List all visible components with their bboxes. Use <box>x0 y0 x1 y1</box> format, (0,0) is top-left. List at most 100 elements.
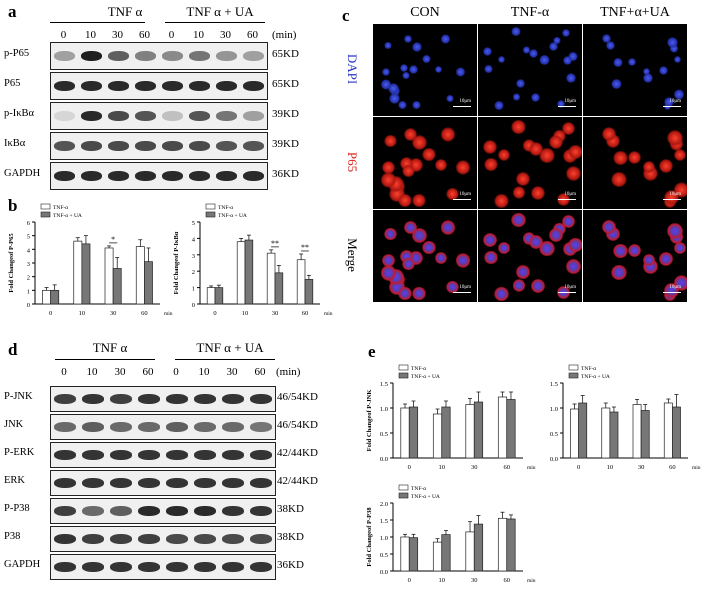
x-tick-label: 60 <box>504 577 511 584</box>
time-label: 60 <box>247 29 258 41</box>
y-tick-label: 2 <box>192 269 195 276</box>
blot-band <box>250 394 272 404</box>
scale-bar <box>663 199 681 200</box>
blot-band <box>138 534 160 544</box>
blot-band <box>54 141 75 151</box>
x-tick-label: 30 <box>110 310 117 317</box>
bar <box>672 406 681 459</box>
cell-marker <box>611 79 622 90</box>
x-unit-label: min <box>324 311 333 317</box>
cell-marker <box>516 265 530 279</box>
blot-band <box>54 506 76 516</box>
blot-band <box>138 394 160 404</box>
x-tick-label: 60 <box>302 310 309 317</box>
blot-row-label: P-P38 <box>4 503 30 514</box>
x-unit-label: min <box>164 311 173 317</box>
cell-marker <box>380 171 397 188</box>
blot-band <box>82 422 104 432</box>
cell-marker <box>384 135 397 148</box>
bar-chart: 0.0 0.5 1.0 1.5 2.0 Fold Changeof P-P38 0 10 30 6… <box>366 484 536 584</box>
x-tick-label: 10 <box>607 464 614 471</box>
blot-row-label: P-JNK <box>4 391 33 402</box>
cell-marker <box>566 73 576 83</box>
cell-marker <box>412 228 427 243</box>
bar <box>432 413 443 459</box>
cell-marker <box>446 187 459 201</box>
blot-row-label: JNK <box>4 419 24 430</box>
scale-bar-label: 10μm <box>459 99 471 104</box>
panel-c-row-label-text: DAPI <box>345 53 360 85</box>
cell-marker <box>530 279 546 294</box>
cell-marker <box>494 194 509 209</box>
cell-marker <box>434 251 448 265</box>
x-tick-label: 10 <box>439 464 446 471</box>
cell-marker <box>402 165 415 178</box>
legend-swatch <box>398 484 409 491</box>
fluorescence-image: 10μm <box>373 210 477 302</box>
time-label: 10 <box>198 366 210 378</box>
blot-band <box>82 394 104 404</box>
cell-marker <box>483 46 493 57</box>
cell-marker <box>484 64 494 74</box>
bar <box>465 404 475 459</box>
blot-band <box>222 422 244 432</box>
bar <box>408 406 419 459</box>
blot-band <box>166 478 188 488</box>
blot-kd-label: 46/54KD <box>277 419 318 431</box>
x-tick-label: 0 <box>408 464 411 471</box>
cell-marker <box>611 265 627 281</box>
blot-band <box>54 534 76 544</box>
legend-label: TNF-α <box>411 366 426 372</box>
cell-marker <box>613 150 628 165</box>
time-label: 0 <box>168 29 175 41</box>
cell-marker <box>398 193 412 208</box>
bar <box>578 402 588 459</box>
blot-band <box>81 51 102 61</box>
blot-strip <box>50 442 276 468</box>
bar <box>400 407 410 459</box>
cell-marker <box>658 65 668 75</box>
blot-band <box>110 394 132 404</box>
bar <box>432 541 443 572</box>
scale-bar-label: 10μm <box>669 192 681 197</box>
x-tick-label: 0 <box>408 577 411 584</box>
cell-marker <box>566 259 581 274</box>
cell-marker <box>483 139 498 155</box>
cell-marker <box>455 253 471 268</box>
blot-band <box>216 111 237 121</box>
bar-chart: 0.0 0.5 1.0 1.5 Fold Changeof P-JNK 0 10 30 60 mi… <box>366 364 536 471</box>
blot-band <box>135 51 156 61</box>
blot-band <box>166 450 188 460</box>
blot-band <box>243 141 264 151</box>
x-unit-label: min <box>692 465 701 471</box>
blot-band <box>82 506 104 516</box>
blot-band <box>54 171 75 181</box>
cell-marker <box>440 34 451 44</box>
cell-marker <box>412 100 421 110</box>
blot-band <box>135 81 156 91</box>
blot-band <box>250 478 272 488</box>
cell-marker <box>412 286 426 301</box>
blot-row-label: p-IκBα <box>4 108 35 119</box>
cell-marker <box>561 215 575 228</box>
blot-band <box>194 422 216 432</box>
blot-band <box>166 394 188 404</box>
blot-band <box>54 81 75 91</box>
cell-marker <box>549 135 563 149</box>
panel-b-label: b <box>8 196 18 215</box>
blot-band <box>82 450 104 460</box>
legend-swatch <box>205 203 216 210</box>
blot-band <box>250 422 272 432</box>
cell-marker <box>498 242 511 255</box>
bar <box>214 287 224 305</box>
blot-band <box>110 478 132 488</box>
blot-band <box>162 171 183 181</box>
time-label: 30 <box>112 29 123 41</box>
scale-bar-label: 10μm <box>564 285 576 290</box>
bar <box>609 411 619 459</box>
x-tick-label: 10 <box>79 310 86 317</box>
time-label: 10 <box>86 366 98 378</box>
y-tick-label: 1.0 <box>380 535 388 542</box>
panel-d-group1: TNF α <box>92 340 128 355</box>
cell-marker <box>381 67 390 76</box>
